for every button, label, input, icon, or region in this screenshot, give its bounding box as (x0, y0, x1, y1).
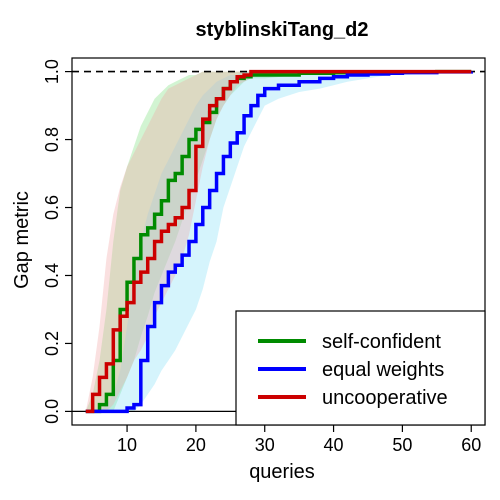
y-tick-label-0-8: 0.8 (42, 127, 62, 152)
x-tick-label-10: 10 (117, 435, 137, 455)
series-lines (85, 69, 473, 414)
chart-title: styblinskiTang_d2 (195, 19, 368, 41)
x-axis-label: queries (249, 461, 315, 483)
legend: self-confident equal weights uncooperative (235, 310, 486, 426)
y-tick-label-0-2: 0.2 (42, 331, 62, 356)
y-tick-label-0-6: 0.6 (42, 195, 62, 220)
y-tick-label-0-4: 0.4 (42, 263, 62, 288)
line-uncooperative (85, 69, 472, 414)
x-tick-label-30: 30 (255, 435, 275, 455)
axes: 10 20 30 40 50 60 0.0 0.2 0.4 0.6 0.8 1.0 (42, 57, 486, 455)
y-tick-label-1: 1.0 (42, 59, 62, 84)
y-tick-label-0: 0.0 (42, 399, 62, 424)
x-tick-label-20: 20 (186, 435, 206, 455)
x-tick-label-60: 60 (461, 435, 481, 455)
y-axis-label: Gap metric (11, 191, 33, 289)
legend-label-self-confident: self-confident (322, 331, 441, 353)
line-equal-weights (85, 70, 473, 414)
legend-label-uncooperative: uncooperative (322, 387, 448, 409)
x-tick-label-40: 40 (324, 435, 344, 455)
legend-label-equal-weights: equal weights (322, 359, 444, 381)
x-tick-label-50: 50 (392, 435, 412, 455)
